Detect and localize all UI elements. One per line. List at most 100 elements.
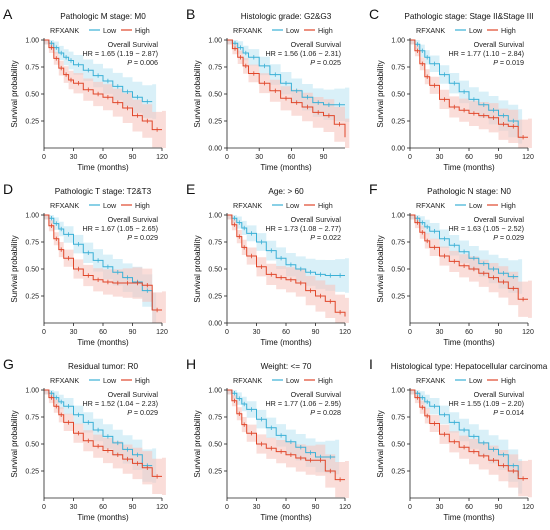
legend-low-label: Low	[103, 26, 117, 35]
x-tick-label: 0	[225, 329, 229, 336]
panel-letter: H	[186, 356, 196, 372]
x-tick-label: 0	[408, 504, 412, 511]
panel-letter: C	[369, 6, 379, 22]
legend-low-label: Low	[469, 376, 483, 385]
stat-title: Overall Survival	[474, 215, 525, 224]
x-tick-label: 90	[129, 154, 137, 161]
x-tick-label: 0	[42, 154, 46, 161]
y-tick-label: 0.00	[208, 146, 222, 153]
stat-title: Overall Survival	[474, 40, 525, 49]
y-tick-label: 0.50	[208, 92, 222, 99]
x-tick-label: 90	[495, 504, 503, 511]
x-tick-label: 30	[70, 504, 78, 511]
y-tick-label: 0.75	[208, 240, 222, 247]
p-value-text: P = 0.022	[310, 233, 341, 242]
legend-title: RFXANK	[50, 26, 79, 35]
y-tick-label: 0.75	[208, 415, 222, 422]
ci-band-high	[227, 390, 349, 498]
panel-letter: F	[369, 181, 378, 197]
x-axis-label: Time (months)	[260, 513, 312, 522]
km-curve-high	[227, 214, 346, 317]
hr-text: HR = 1.55 (1.09 − 2.20)	[448, 399, 524, 408]
y-tick-label: 0.75	[25, 240, 39, 247]
panel-title: Histological type: Hepatocellular carcin…	[391, 362, 548, 371]
km-panel-g: G Residual tumor: R0 RFXANK Low High Overall …	[3, 356, 168, 522]
y-tick-label: 0.75	[25, 65, 39, 72]
x-tick-label: 0	[408, 329, 412, 336]
legend-high-label: High	[501, 201, 516, 210]
y-axis-label: Survival probability	[193, 235, 202, 302]
x-tick-label: 60	[99, 154, 107, 161]
panel-letter: G	[3, 356, 14, 372]
y-tick-label: 0.25	[25, 294, 39, 301]
y-tick-label: 0.50	[391, 267, 405, 274]
legend-title: RFXANK	[416, 376, 445, 385]
legend-title: RFXANK	[233, 376, 262, 385]
km-curve-high	[227, 389, 345, 481]
hr-text: HR = 1.52 (1.04 − 2.23)	[82, 399, 158, 408]
y-tick-label: 1.00	[25, 213, 39, 220]
x-tick-label: 90	[495, 154, 503, 161]
x-tick-label: 60	[282, 504, 290, 511]
y-tick-label: 0.25	[25, 119, 39, 126]
y-tick-label: 0.00	[208, 321, 222, 328]
p-value-text: P = 0.014	[493, 408, 524, 417]
p-value-text: P = 0.029	[127, 233, 158, 242]
legend-low-label: Low	[103, 376, 117, 385]
x-tick-label: 30	[436, 504, 444, 511]
hr-text: HR = 1.77 (1.10 − 2.84)	[448, 49, 524, 58]
stat-title: Overall Survival	[108, 215, 159, 224]
km-panel-d: D Pathologic T stage: T2&T3 RFXANK Low High O…	[3, 181, 168, 347]
y-axis-label: Survival probability	[376, 410, 385, 477]
panel-letter: I	[369, 356, 373, 372]
y-axis-label: Survival probability	[193, 410, 202, 477]
y-tick-label: 0.75	[25, 415, 39, 422]
x-axis-label: Time (months)	[443, 513, 495, 522]
x-tick-label: 30	[253, 329, 261, 336]
x-tick-label: 30	[436, 329, 444, 336]
legend-high-label: High	[135, 201, 150, 210]
y-tick-label: 0.25	[391, 294, 405, 301]
p-value-text: P = 0.028	[310, 408, 341, 417]
km-curve-low	[227, 214, 345, 276]
y-tick-label: 0.50	[25, 92, 39, 99]
y-axis-label: Survival probability	[376, 235, 385, 302]
ci-band-high	[44, 40, 166, 148]
x-tick-label: 60	[465, 329, 473, 336]
y-tick-label: 0.25	[208, 294, 222, 301]
legend-high-label: High	[318, 201, 333, 210]
legend-high-label: High	[318, 26, 333, 35]
panel-title: Histologic grade: G2&G3	[241, 12, 332, 21]
km-curve-low	[44, 214, 153, 310]
legend-low-label: Low	[469, 201, 483, 210]
y-tick-label: 0.25	[391, 119, 405, 126]
legend-title: RFXANK	[50, 376, 79, 385]
panel-title: Pathologic N stage: N0	[427, 187, 511, 196]
x-tick-label: 90	[495, 329, 503, 336]
legend-low-label: Low	[286, 201, 300, 210]
legend-high-label: High	[501, 26, 516, 35]
legend-title: RFXANK	[233, 201, 262, 210]
y-axis-label: Survival probability	[10, 60, 19, 127]
y-tick-label: 0.25	[25, 469, 39, 476]
ci-band-high	[410, 40, 532, 148]
x-tick-label: 30	[253, 504, 261, 511]
y-tick-label: 0.75	[391, 65, 405, 72]
panel-letter: B	[186, 6, 195, 22]
legend-high-label: High	[135, 376, 150, 385]
x-tick-label: 60	[465, 154, 473, 161]
legend-low-label: Low	[103, 201, 117, 210]
panel-title: Pathologic stage: Stage II&Stage III	[404, 12, 533, 21]
y-tick-label: 0.50	[25, 442, 39, 449]
x-tick-label: 60	[282, 329, 290, 336]
legend-title: RFXANK	[416, 26, 445, 35]
y-tick-label: 1.00	[208, 38, 222, 45]
hr-text: HR = 1.67 (1.05 − 2.65)	[82, 224, 158, 233]
x-tick-label: 120	[156, 329, 168, 336]
panel-letter: E	[186, 181, 195, 197]
x-tick-label: 120	[522, 504, 534, 511]
ci-band-low	[410, 390, 523, 494]
y-tick-label: 0.75	[208, 65, 222, 72]
y-tick-label: 0.50	[25, 267, 39, 274]
ci-band-high	[410, 390, 532, 498]
